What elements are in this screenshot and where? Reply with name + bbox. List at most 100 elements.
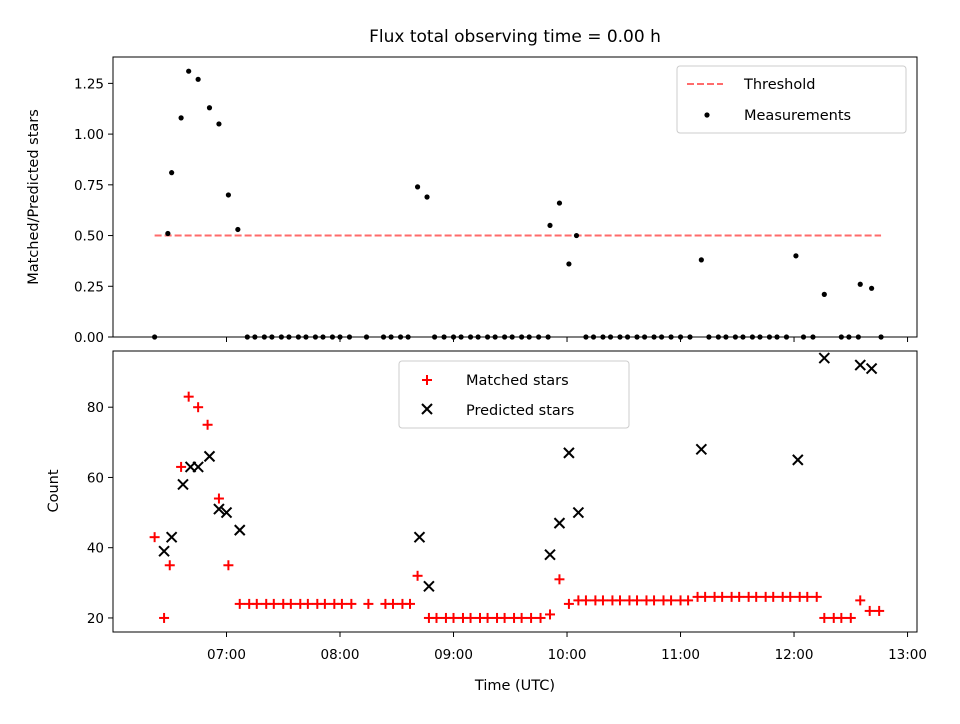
top-y-tick-label: 1.25 [74,76,104,92]
matched-star-point [302,598,313,609]
legend-matched-label: Matched stars [466,373,569,389]
bottom-x-axis: 07:00 08:00 09:00 10:00 11:00 12:00 13:00 [207,632,927,663]
bottom-x-tick-label: 09:00 [434,647,473,663]
matched-star-point [202,419,213,430]
matched-star-point [363,598,374,609]
predicted-star-point [553,517,566,529]
measurement-point [566,261,572,267]
top-y-tick-label: 0.25 [74,279,104,295]
bottom-x-tick-label: 11:00 [661,647,700,663]
matched-star-point [632,595,643,606]
matched-star-point [176,461,187,472]
matched-star-point [431,612,442,623]
bottom-y-tick-label: 20 [87,611,104,627]
legend-threshold-label: Threshold [743,77,815,93]
matched-star-point [811,591,822,602]
measurement-point [178,115,184,121]
top-x-ticks [226,337,909,342]
matched-star-point [268,598,279,609]
matched-star-point [683,595,694,606]
matched-star-point [251,598,262,609]
measurement-point [868,285,875,291]
matched-star-point [785,591,796,602]
matched-star-point [159,612,170,623]
matched-star-point [734,591,745,602]
matched-star-point [751,591,762,602]
bottom-legend-box [398,360,630,429]
bottom-y-axis-label: Count [46,469,62,512]
predicted-star-point [192,461,204,473]
matched-star-point [223,560,234,571]
matched-star-point [387,598,398,609]
measurement-point [573,232,580,239]
bottom-x-tick-label: 08:00 [321,647,360,663]
bottom-y-tick-label: 40 [87,541,104,557]
bottom-x-tick-label: 12:00 [775,647,814,663]
matched-star-point [448,612,459,623]
matched-star-point [597,595,608,606]
matched-star-point [535,612,546,623]
measurement-point [206,105,213,111]
predicted-star-point [544,549,556,561]
matched-star-point [836,612,847,623]
matched-star-point [285,598,296,609]
top-axes-frame [112,56,918,338]
matched-star-point [193,402,204,413]
predicted-star-point [234,524,246,536]
matched-star-point [499,612,510,623]
chart-title: Flux total observing time = 0.00 h [369,27,661,47]
measurement-point [698,257,704,263]
legend-measurements-label: Measurements [744,108,851,124]
predicted-star-point [177,478,189,491]
measurement-point [225,192,231,198]
matched-star-point [554,574,565,585]
bottom-axes-frame [112,350,918,633]
measurement-point [165,230,171,237]
matched-star-point [666,595,677,606]
predicted-star-point [695,443,708,456]
matched-star-point [149,532,160,543]
matched-star-point [412,570,423,581]
matched-star-point [405,598,416,609]
matched-star-point [516,612,527,623]
matched-star-point [819,612,830,623]
measurement-point [793,253,799,259]
predicted-star-point [854,359,866,371]
measurement-point [235,226,241,233]
measurement-point [857,281,863,287]
matched-star-point [544,609,555,620]
matched-star-point [465,612,476,623]
matched-star-point [874,605,885,616]
matched-star-point [336,598,347,609]
top-y-tick-label: 0.50 [74,229,104,245]
top-y-tick-label: 0.00 [74,330,104,346]
top-y-axis: 0.00 0.25 0.50 0.75 1.00 1.25 [74,76,113,346]
predicted-star-point [818,352,831,364]
measurement-point [195,76,201,82]
bottom-x-tick-label: 13:00 [888,647,927,663]
predicted-star-point [413,531,426,543]
matched-star-point [614,595,625,606]
predicted-star-point [865,362,878,375]
predicted-star-point [203,450,216,463]
measurement-point [821,291,827,297]
measurement-point [556,200,563,206]
predicted-star-point [213,503,225,515]
predicted-star-point [165,531,178,543]
top-y-axis-label: Matched/Predicted stars [26,109,42,285]
matched-star-point [700,591,711,602]
predicted-star-point [220,506,233,519]
matched-star-point [580,595,591,606]
measurement-point [216,121,222,127]
bottom-y-tick-label: 60 [87,470,104,486]
matched-star-point [717,591,728,602]
matched-star-point [319,598,330,609]
matched-star-point [213,493,224,504]
bottom-y-axis: 20 40 60 80 [87,400,113,627]
bottom-x-tick-label: 10:00 [548,647,587,663]
matched-star-point [526,612,537,623]
bottom-legend: Matched stars Predicted stars [398,360,630,429]
top-y-tick-label: 0.75 [74,178,104,194]
legend-measurements-marker [704,112,710,118]
predicted-star-point [572,506,585,519]
